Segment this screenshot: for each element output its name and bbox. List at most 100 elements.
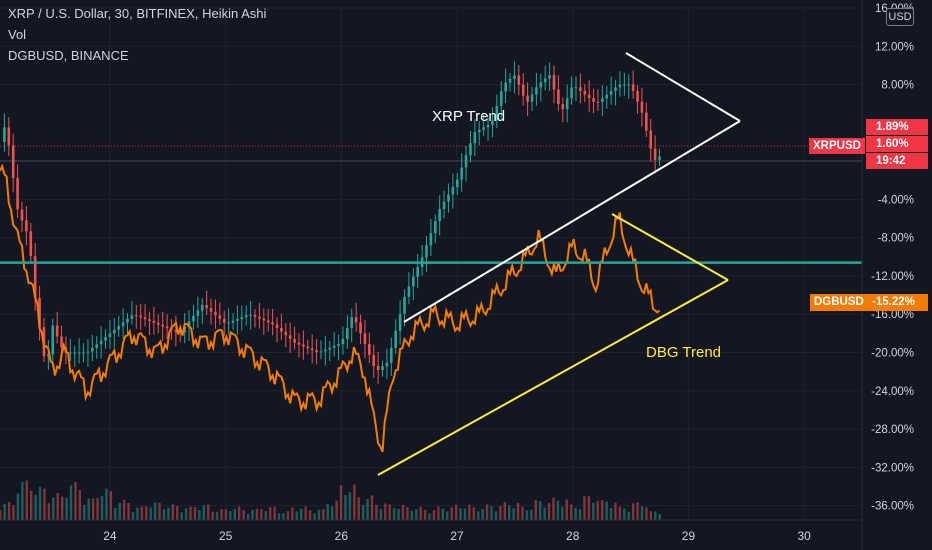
candle-body — [25, 220, 28, 232]
candle-body — [583, 90, 587, 95]
volume-bar — [273, 506, 276, 520]
candle-body — [302, 344, 305, 347]
candle-body — [601, 98, 604, 102]
volume-bar — [583, 496, 586, 520]
volume-bar — [512, 508, 515, 520]
candle-body — [535, 87, 538, 95]
candle-body — [403, 296, 406, 314]
candle-body — [192, 315, 195, 322]
candle-body — [152, 321, 156, 323]
volume-bar — [136, 507, 139, 520]
xrp-countdown-tag: 19:42 — [866, 153, 928, 169]
volume-bar — [428, 513, 431, 520]
volume-bar — [255, 508, 259, 520]
candle-body — [60, 336, 63, 348]
candle-body — [222, 319, 226, 323]
volume-bar — [65, 497, 68, 520]
candle-body — [627, 84, 631, 86]
volume-bar — [423, 509, 427, 520]
volume-bar — [552, 497, 555, 520]
volume-bar — [605, 501, 608, 520]
candle-body — [570, 87, 573, 99]
volume-bar — [229, 511, 232, 520]
candle-body — [293, 338, 296, 343]
candle-body — [548, 74, 551, 79]
volume-bar — [153, 502, 157, 520]
candle-body — [543, 78, 547, 83]
y-tick-label: -12.00% — [871, 271, 914, 283]
volume-bar — [149, 507, 152, 520]
volume-bar — [304, 506, 307, 520]
volume-bar — [127, 502, 130, 520]
volume-indicator-label[interactable]: Vol — [8, 27, 27, 42]
volume-bar — [441, 508, 445, 520]
volume-bar — [348, 492, 352, 520]
volume-bar — [21, 481, 24, 520]
volume-bar — [494, 511, 498, 520]
xrp-last-tag: 1.60% — [866, 136, 928, 152]
comparison-symbol-label[interactable]: DGBUSD, BINANCE — [8, 48, 129, 63]
currency-badge[interactable]: USD — [886, 8, 914, 26]
volume-bar — [56, 493, 59, 520]
candle-body — [174, 330, 178, 332]
volume-bar — [410, 510, 414, 520]
volume-bar — [472, 507, 476, 520]
volume-bar — [654, 511, 657, 520]
candle-body — [473, 132, 477, 144]
xrp-candles — [3, 61, 661, 384]
candle-body — [38, 298, 41, 328]
candle-body — [337, 344, 340, 346]
candle-body — [623, 84, 626, 86]
dgbusd-label-tag: DGBUSD — [810, 294, 868, 311]
volume-bar — [308, 510, 312, 520]
volume-bar — [459, 508, 462, 520]
candle-body — [574, 87, 578, 89]
volume-bar — [596, 500, 599, 520]
volume-bar — [437, 506, 440, 520]
candle-body — [491, 120, 494, 125]
volume-bar — [233, 509, 236, 520]
candle-body — [69, 352, 72, 354]
volume-bar — [242, 510, 245, 520]
dbg-upper-trend-line — [611, 213, 729, 281]
dbg-trend-annotation[interactable]: DBG Trend — [646, 344, 722, 361]
volume-bar — [330, 506, 334, 520]
volume-bar — [215, 511, 219, 520]
candle-body — [324, 349, 327, 352]
candle-body — [433, 221, 437, 234]
candle-body — [508, 79, 512, 83]
candle-body — [271, 322, 274, 325]
volume-bar — [530, 509, 533, 520]
candle-body — [310, 348, 314, 351]
candle-body — [258, 316, 261, 319]
candle-body — [359, 322, 362, 334]
volume-bar — [649, 511, 653, 520]
candle-body — [398, 313, 402, 331]
candle-body — [521, 84, 525, 96]
volume-bar — [623, 508, 626, 520]
xrp-trend-annotation[interactable]: XRP Trend — [432, 108, 506, 125]
volume-bar — [69, 485, 73, 520]
candle-body — [209, 308, 213, 312]
symbol-title[interactable]: XRP / U.S. Dollar, 30, BITFINEX, Heikin … — [8, 6, 267, 21]
candle-body — [372, 355, 376, 366]
candle-body — [7, 127, 11, 146]
volume-bar — [406, 507, 409, 520]
volume-bar — [561, 506, 564, 520]
candle-body — [262, 318, 266, 321]
candle-body — [161, 324, 164, 327]
candle-body — [460, 167, 463, 180]
volume-bar — [614, 502, 617, 520]
volume-bar — [198, 510, 201, 520]
volume-bar — [609, 507, 613, 520]
volume-bar — [587, 496, 591, 520]
candle-body — [315, 350, 318, 352]
candle-body — [135, 315, 138, 317]
volume-bar — [640, 506, 644, 520]
x-tick-label: 30 — [797, 529, 811, 543]
volume-bar — [105, 488, 108, 520]
volume-bar — [38, 486, 42, 520]
candle-body — [640, 101, 644, 113]
volume-bar — [326, 504, 329, 520]
